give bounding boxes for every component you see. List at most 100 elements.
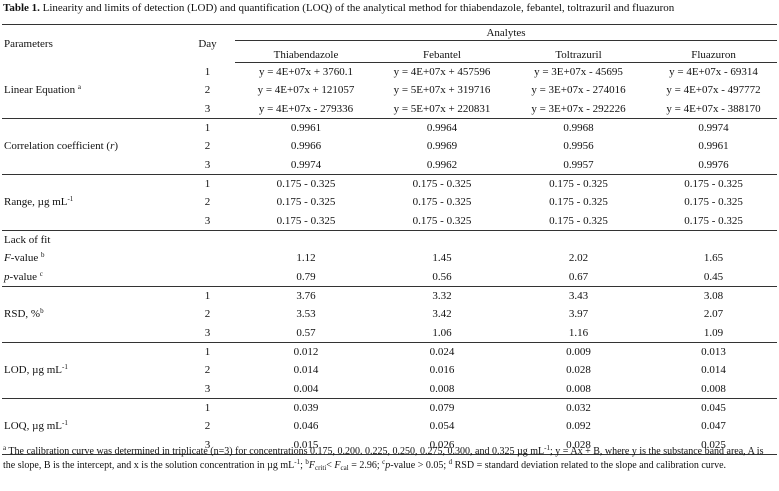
parameter-label <box>2 343 180 362</box>
parameter-label: F-value b <box>2 249 180 267</box>
text-part: d <box>448 458 453 466</box>
value-cell: 0.008 <box>377 379 507 399</box>
table-row: 1 y = 4E+07x + 3760.1 y = 4E+07x + 457596 y… <box>2 63 777 82</box>
value-cell: 0.9957 <box>507 155 650 175</box>
value-cell: y = 4E+07x - 388170 <box>650 99 778 119</box>
value-cell: 0.028 <box>507 435 650 455</box>
text-part: F <box>334 460 341 471</box>
text-part: b <box>40 251 45 259</box>
value-cell: 0.175 - 0.325 <box>650 211 778 231</box>
day-cell: 2 <box>204 140 211 152</box>
value-cell: 0.009 <box>566 346 591 358</box>
value-cell: 0.026 <box>377 435 507 455</box>
caption: Table 1. Linearity and limits of detecti… <box>3 2 777 14</box>
value-cell: y = 3E+07x - 292226 <box>507 99 650 119</box>
value-cell: 0.024 <box>429 346 455 358</box>
value-cell: 0.045 <box>701 402 726 414</box>
parameter-label <box>2 399 180 418</box>
day-cell: 3 <box>180 435 235 455</box>
value-cell: 0.175 - 0.325 <box>412 178 472 190</box>
text-part: LOQ, µg mL <box>4 420 62 432</box>
text-part: ) <box>114 140 119 152</box>
text-part: F <box>4 252 11 264</box>
value-cell: 0.45 <box>650 267 778 287</box>
value-cell: y = 4E+07x + 121057 <box>257 84 355 96</box>
text-part: -1 <box>294 458 301 466</box>
parameter-label: LOD, µg mL-1 <box>2 361 180 379</box>
text-part: RSD, % <box>4 308 41 320</box>
value-cell: y = 3E+07x - 274016 <box>531 84 626 96</box>
value-cell: 0.032 <box>566 402 591 414</box>
value-cell: 0.9964 <box>426 122 458 134</box>
value-cell: 3.97 <box>568 308 589 320</box>
text-part: p <box>385 460 391 471</box>
value-cell: 0.175 - 0.325 <box>235 211 377 231</box>
text-part: Linear Equation <box>4 84 78 96</box>
value-cell <box>507 231 650 250</box>
day-cell <box>180 267 235 287</box>
value-cell: 1.06 <box>377 323 507 343</box>
table-row: LOQ, µg mL-1 2 0.046 0.054 0.092 0.047 <box>2 417 777 435</box>
text-part: -value <box>9 270 40 283</box>
parameter-label: Correlation coefficient (r) <box>2 137 180 155</box>
day-cell: 1 <box>204 346 211 358</box>
value-cell: 0.56 <box>377 267 507 287</box>
day-cell: 1 <box>204 402 211 414</box>
day-cell: 2 <box>204 196 211 208</box>
text-part: Correlation coefficient ( <box>4 140 111 152</box>
value-cell: 0.014 <box>701 364 726 376</box>
value-cell: y = 5E+07x + 319716 <box>393 84 491 96</box>
text-part: -1 <box>61 363 68 371</box>
day-cell: 2 <box>204 84 211 96</box>
day-cell: 2 <box>204 420 211 432</box>
table-row: 3 0.004 0.008 0.008 0.008 <box>2 379 778 399</box>
value-cell: 0.9961 <box>290 122 322 134</box>
value-cell: y = 4E+07x + 457596 <box>393 66 491 78</box>
header-analytes: Analytes <box>235 24 778 41</box>
column-header: Thiabendazole <box>235 40 377 63</box>
text-part: LOD, µg mL <box>4 364 62 376</box>
text-part: -1 <box>544 444 550 452</box>
value-cell: 0.175 - 0.325 <box>276 196 336 208</box>
value-cell: 2.02 <box>568 252 589 264</box>
text-part: The calibration curve was determined in … <box>6 446 545 457</box>
text-part: Range, µg mL <box>4 196 68 208</box>
value-cell: 0.79 <box>235 267 377 287</box>
table-row: Linear Equation a 2 y = 4E+07x + 121057 y =… <box>2 81 777 99</box>
value-cell: 0.175 - 0.325 <box>377 211 507 231</box>
value-cell: 0.9956 <box>563 140 594 152</box>
parameter-label: LOQ, µg mL-1 <box>2 417 180 435</box>
text-part: b <box>305 458 309 466</box>
parameter-label: Lack of fit <box>2 231 180 250</box>
value-cell: y = 4E+07x - 497772 <box>666 84 761 96</box>
value-cell: 3.76 <box>296 290 316 302</box>
value-cell: 0.175 - 0.325 <box>507 211 650 231</box>
table: Parameters Day Analytes Thiabendazole Feban… <box>2 24 778 455</box>
text-part: -value > 0.05; <box>390 460 449 471</box>
caption-text: Linearity and limits of detection (LOD) … <box>39 2 675 14</box>
value-cell: 0.046 <box>293 420 319 432</box>
value-cell: 1.09 <box>650 323 778 343</box>
text-part: -1 <box>61 419 68 427</box>
parameter-label <box>2 175 180 194</box>
value-cell: 1.16 <box>507 323 650 343</box>
day-cell <box>180 231 235 250</box>
text-part: RSD = standard deviation related to the … <box>452 460 727 471</box>
text-part: F <box>308 460 315 471</box>
parameter-label <box>2 155 180 175</box>
header-day: Day <box>180 24 235 63</box>
value-cell: 0.9974 <box>235 155 377 175</box>
day-cell: 1 <box>204 178 211 190</box>
text-part: c <box>382 458 386 466</box>
value-cell: 0.9961 <box>698 140 729 152</box>
day-cell: 3 <box>180 323 235 343</box>
table-row: 1 0.039 0.079 0.032 0.045 <box>2 399 777 418</box>
value-cell: 0.57 <box>235 323 377 343</box>
value-cell: 0.9966 <box>290 140 322 152</box>
value-cell <box>235 231 377 250</box>
value-cell: 0.67 <box>507 267 650 287</box>
text-part: criti <box>315 464 327 472</box>
value-cell: y = 3E+07x - 45695 <box>534 66 623 78</box>
day-cell: 2 <box>204 308 211 320</box>
